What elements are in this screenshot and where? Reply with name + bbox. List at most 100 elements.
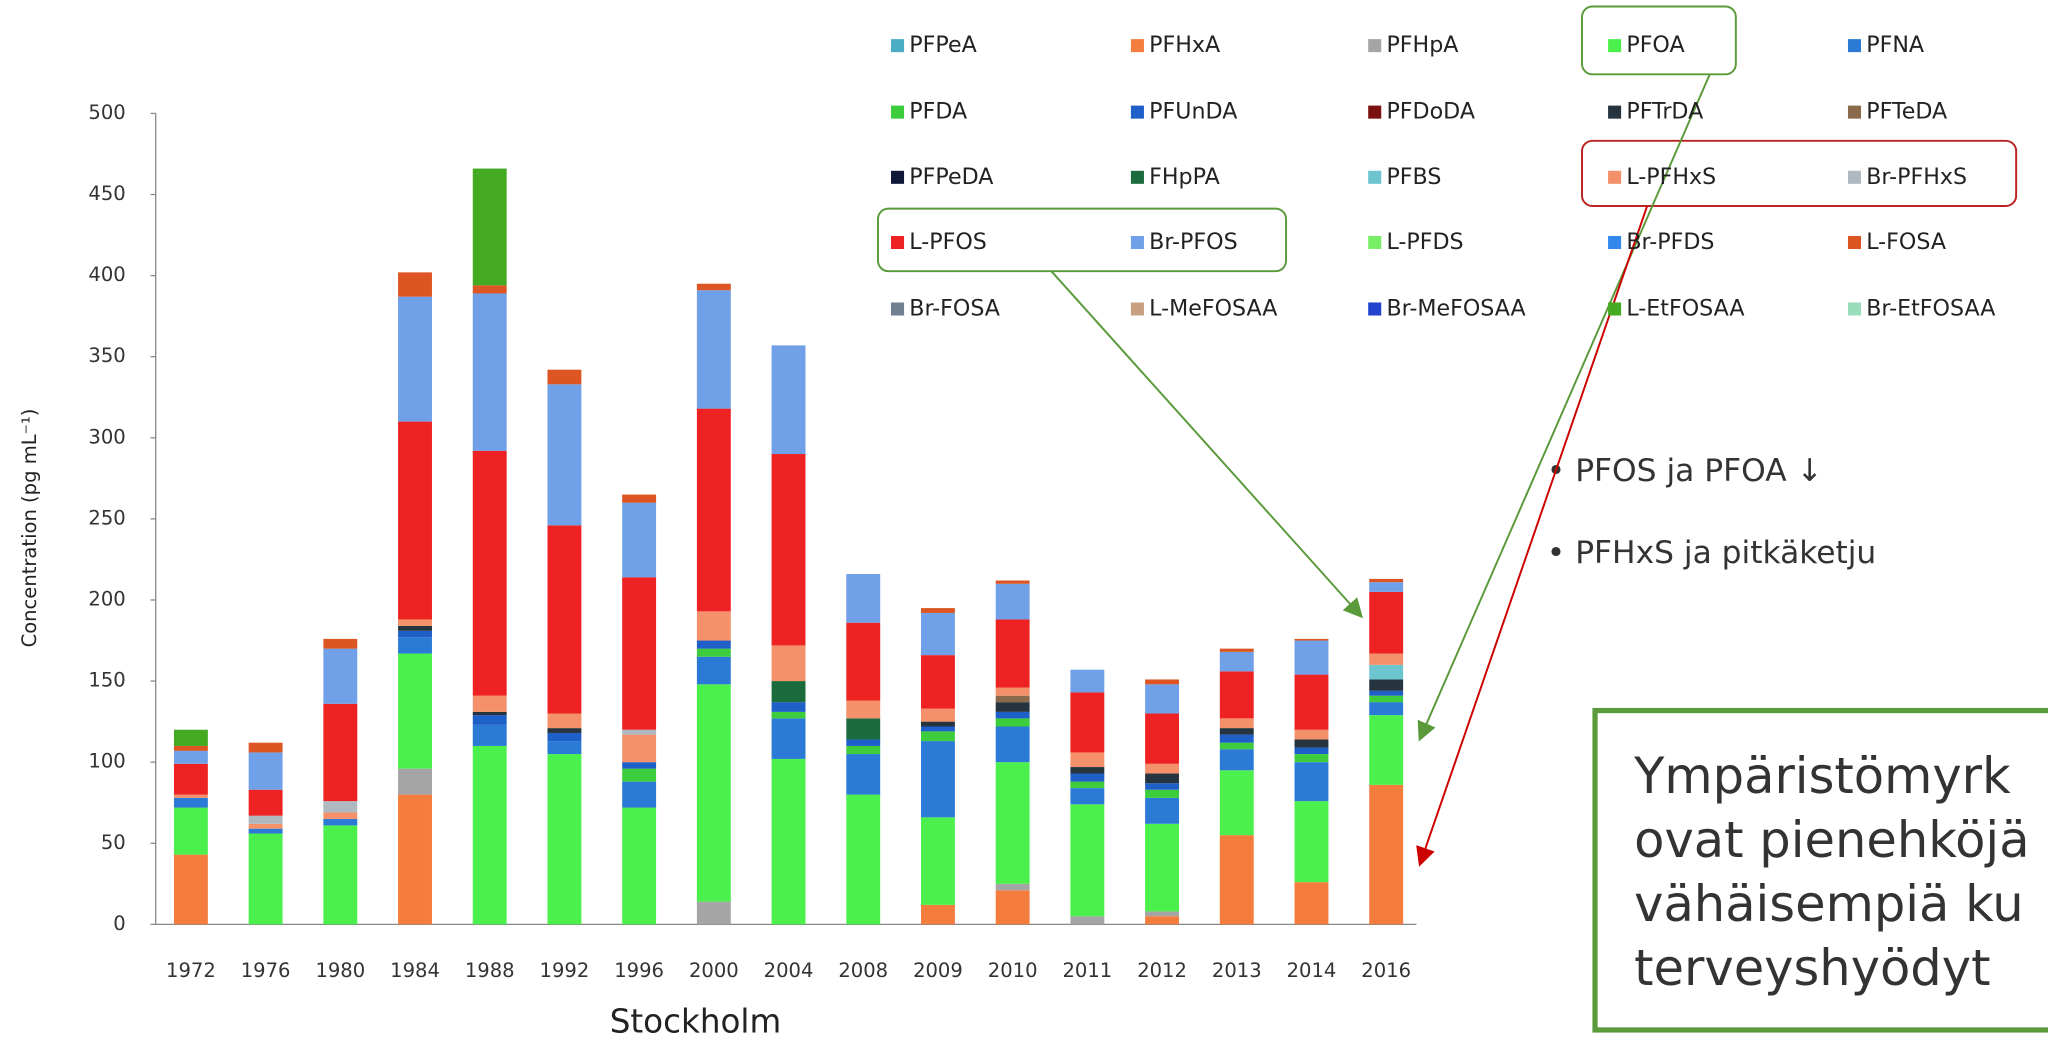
bar-segment: [472, 168, 507, 286]
bar-segment: [398, 768, 432, 795]
legend-swatch: [891, 235, 905, 250]
bar-segment: [1070, 767, 1105, 774]
legend-swatch: [1368, 39, 1382, 53]
legend-label: PFUnDA: [1149, 99, 1237, 125]
bar-segment: [1145, 773, 1180, 784]
bar-segment: [1369, 695, 1404, 703]
callout-box: [1592, 707, 2048, 1033]
bar-segment: [1070, 752, 1105, 768]
x-tick-label: 2009: [913, 959, 963, 982]
legend-swatch: [891, 105, 905, 119]
bar-segment: [398, 421, 432, 620]
bar-segment: [1070, 781, 1105, 789]
bar-segment: [1369, 653, 1404, 665]
bar-segment: [1145, 684, 1180, 714]
legend-swatch: [1368, 235, 1382, 250]
bar-segment: [1219, 651, 1254, 672]
x-tick-label: 2010: [988, 959, 1038, 982]
bar-segment: [248, 789, 283, 816]
x-tick-label: 1988: [465, 959, 515, 982]
bar-segment: [1294, 739, 1329, 748]
bar-segment: [1219, 749, 1254, 771]
y-tick-label: 100: [88, 750, 125, 773]
bar-segment: [398, 619, 432, 626]
legend-label: PFPeA: [909, 32, 976, 58]
bar-segment: [921, 655, 955, 709]
bar-segment: [995, 883, 1030, 891]
bar-segment: [472, 715, 507, 725]
bar-segment: [173, 794, 208, 798]
legend-swatch: [1608, 235, 1622, 250]
bar-segment: [323, 825, 358, 925]
legend-label: L-PFHxS: [1626, 164, 1716, 190]
bar-segment: [771, 681, 806, 703]
bar-segment: [995, 890, 1030, 925]
x-tick-label: 2000: [689, 959, 739, 982]
bar-segment: [1294, 801, 1329, 883]
bar-segment: [1145, 916, 1180, 925]
bar-segment: [846, 745, 881, 755]
bar-segment: [771, 702, 806, 712]
legend-swatch: [891, 302, 905, 316]
bar-segment: [622, 729, 657, 735]
bar-segment: [921, 731, 955, 742]
note: • PFOS ja PFOA ↓: [1547, 453, 1823, 489]
legend-swatch: [1608, 105, 1622, 119]
bar-segment: [696, 648, 731, 657]
legend-swatch: [1608, 39, 1622, 53]
bar-segment: [1070, 916, 1105, 925]
bar-segment: [622, 494, 657, 503]
bar-segment: [921, 726, 955, 732]
bar-segment: [1294, 754, 1329, 763]
bar-segment: [921, 904, 955, 925]
bar-segment: [846, 718, 881, 740]
bar-segment: [1369, 784, 1404, 925]
bar-segment: [622, 502, 657, 578]
bar-segment: [846, 700, 881, 719]
legend-swatch: [891, 170, 905, 184]
legend-label: Br-PFDS: [1626, 229, 1714, 255]
bar-segment: [398, 653, 432, 769]
bar-segment: [995, 583, 1030, 620]
legend-label: PFDA: [909, 99, 967, 125]
bar-segment: [921, 741, 955, 818]
legend-swatch: [1368, 170, 1382, 184]
highlight-box: [1581, 139, 2018, 207]
bar-segment: [1219, 671, 1254, 719]
bar-segment: [771, 718, 806, 759]
y-tick-label: 500: [88, 101, 125, 124]
bar-segment: [1294, 882, 1329, 925]
x-tick-label: 2004: [764, 959, 814, 982]
bar-segment: [173, 807, 208, 855]
note: • PFHxS ja pitkäketju: [1547, 535, 1876, 571]
bar-segment: [248, 823, 283, 829]
legend-label: PFTeDA: [1866, 99, 1947, 125]
bar-segment: [771, 711, 806, 719]
callout-line: ovat pienehköjä: [1634, 811, 2029, 869]
bar-segment: [323, 812, 358, 819]
bar-segment: [995, 619, 1030, 688]
legend-label: PFTrDA: [1626, 99, 1703, 125]
legend-swatch: [1847, 170, 1862, 184]
bar-segment: [995, 726, 1030, 763]
bar-segment: [696, 290, 731, 409]
bar-segment: [398, 296, 432, 422]
bar-segment: [622, 762, 657, 769]
bar-segment: [1070, 692, 1105, 753]
x-tick-label: 2012: [1137, 959, 1187, 982]
bar-segment: [1070, 773, 1105, 782]
bar-segment: [547, 732, 582, 742]
bar-segment: [1145, 679, 1180, 685]
bar-segment: [323, 703, 358, 802]
bar-segment: [995, 762, 1030, 884]
legend-label: L-MeFOSAA: [1149, 295, 1277, 321]
legend-swatch: [1130, 235, 1144, 250]
legend-swatch: [1847, 235, 1862, 250]
bar-segment: [323, 801, 358, 813]
bar-segment: [1294, 640, 1329, 675]
bar-segment: [1219, 770, 1254, 836]
y-tick-label: 50: [101, 831, 126, 854]
bar-segment: [696, 656, 731, 685]
